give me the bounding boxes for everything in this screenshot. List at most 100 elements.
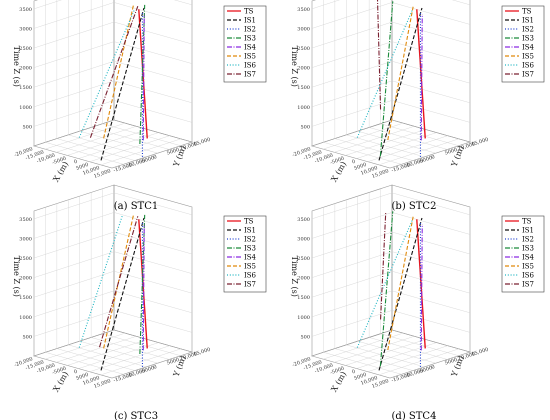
- series-line-is3: [379, 211, 394, 367]
- grid-line: [91, 337, 170, 360]
- legend-box: [501, 5, 545, 83]
- y-tick-label: -5000: [417, 365, 433, 375]
- z-tick-label: 1000: [19, 105, 32, 111]
- z-tick-label: 3000: [19, 236, 32, 242]
- grid-line: [378, 138, 459, 166]
- grid-line: [100, 138, 181, 166]
- back-wall-y: [391, 184, 471, 353]
- back-wall-y: [391, 0, 471, 143]
- legend-label-is1: IS1: [522, 227, 534, 235]
- back-wall-y: [113, 184, 193, 353]
- y-tick-label: 0: [153, 154, 158, 161]
- x-tick-label: 5000: [353, 372, 367, 382]
- y-tick-label: 10,000: [457, 141, 475, 152]
- z-tick-label: 500: [22, 124, 32, 130]
- x-tick-label: -5000: [330, 156, 346, 167]
- grid-line: [345, 339, 426, 366]
- z-tick-labels: 500 1000 1500 2000 2500 3000 3500: [19, 7, 32, 131]
- grid-line: [311, 41, 471, 68]
- series-line-is1: [378, 7, 423, 161]
- legend-label-is3: IS3: [522, 245, 534, 253]
- series-lines: [78, 214, 148, 371]
- grid-lines: [33, 0, 193, 166]
- grid-line: [334, 138, 413, 161]
- x-tick-label: -5000: [330, 366, 346, 377]
- legend-label-is5: IS5: [244, 263, 256, 271]
- grid-line: [323, 142, 402, 165]
- grid-line: [102, 123, 181, 146]
- grid-line: [79, 340, 158, 364]
- grid-line: [311, 192, 471, 220]
- grid-line: [45, 122, 126, 150]
- grid-line: [33, 21, 193, 49]
- grid-line: [78, 342, 159, 369]
- x-tick-label: 0: [351, 369, 356, 376]
- axes-frame: [32, 184, 194, 379]
- series-line-ts: [138, 219, 148, 349]
- legend-label-is5: IS5: [522, 263, 534, 271]
- x-tick-labels: -20,000-15,000-10,000-5000 0500010,00015,…: [14, 356, 112, 390]
- grid-line: [100, 348, 181, 376]
- grid-line: [67, 339, 148, 366]
- z-tick-labels: 500 1000 1500 2000 2500 3000 3500: [19, 217, 32, 341]
- series-line-is5: [103, 4, 135, 139]
- y-tick-label: -15,000: [113, 162, 133, 174]
- series-line-is1: [378, 217, 423, 371]
- legend-box: [223, 5, 267, 83]
- x-tick-label: 15,000: [93, 378, 111, 390]
- grid-line: [311, 251, 471, 278]
- legend-label-is6: IS6: [244, 62, 257, 70]
- y-tick-label: 0: [431, 154, 436, 161]
- z-tick-label: 2000: [297, 276, 310, 282]
- legend-label-is7: IS7: [522, 71, 534, 79]
- z-tick-label: 1500: [297, 85, 310, 91]
- back-wall-y: [113, 0, 193, 143]
- grid-line: [33, 251, 193, 278]
- series-lines: [78, 4, 148, 161]
- y-tick-label: 5000: [444, 147, 458, 157]
- grid-line: [346, 134, 425, 158]
- legend-label-is6: IS6: [522, 62, 535, 70]
- legend-label-is7: IS7: [244, 281, 256, 289]
- grid-line: [89, 345, 170, 372]
- grid-line: [311, 80, 471, 108]
- grid-line: [311, 21, 471, 49]
- z-tick-label: 3000: [297, 236, 310, 242]
- z-axis-label: Time Z (s): [12, 46, 21, 87]
- series-line-is4: [420, 14, 423, 141]
- grid-line: [311, 290, 471, 318]
- z-tick-label: 1000: [297, 105, 310, 111]
- z-tick-label: 500: [300, 334, 310, 340]
- grid-line: [380, 333, 459, 356]
- grid-line: [45, 142, 124, 165]
- y-tick-label: -15,000: [391, 372, 411, 384]
- grid-line: [357, 130, 436, 154]
- series-line-ts: [416, 9, 426, 139]
- y-tick-label: 0: [153, 364, 158, 371]
- z-tick-label: 500: [300, 124, 310, 130]
- grid-line: [380, 123, 459, 146]
- legend-label-is4: IS4: [522, 254, 535, 262]
- x-tick-label: 5000: [75, 162, 89, 172]
- grid-line: [357, 340, 436, 364]
- series-lines: [356, 0, 426, 161]
- z-tick-label: 3500: [297, 217, 310, 223]
- z-tick-labels: 500 1000 1500 2000 2500 3000 3500: [297, 7, 310, 131]
- series-line-is6: [356, 219, 413, 348]
- grid-line: [79, 130, 158, 154]
- grid-line: [33, 61, 193, 88]
- grid-line: [334, 126, 415, 153]
- z-tick-label: 3500: [19, 217, 32, 223]
- y-tick-label: 10,000: [457, 351, 475, 362]
- y-tick-label: -10,000: [126, 368, 146, 380]
- series-line-is4: [142, 14, 145, 141]
- legend-label-is3: IS3: [244, 245, 256, 253]
- x-tick-label: 0: [73, 369, 78, 376]
